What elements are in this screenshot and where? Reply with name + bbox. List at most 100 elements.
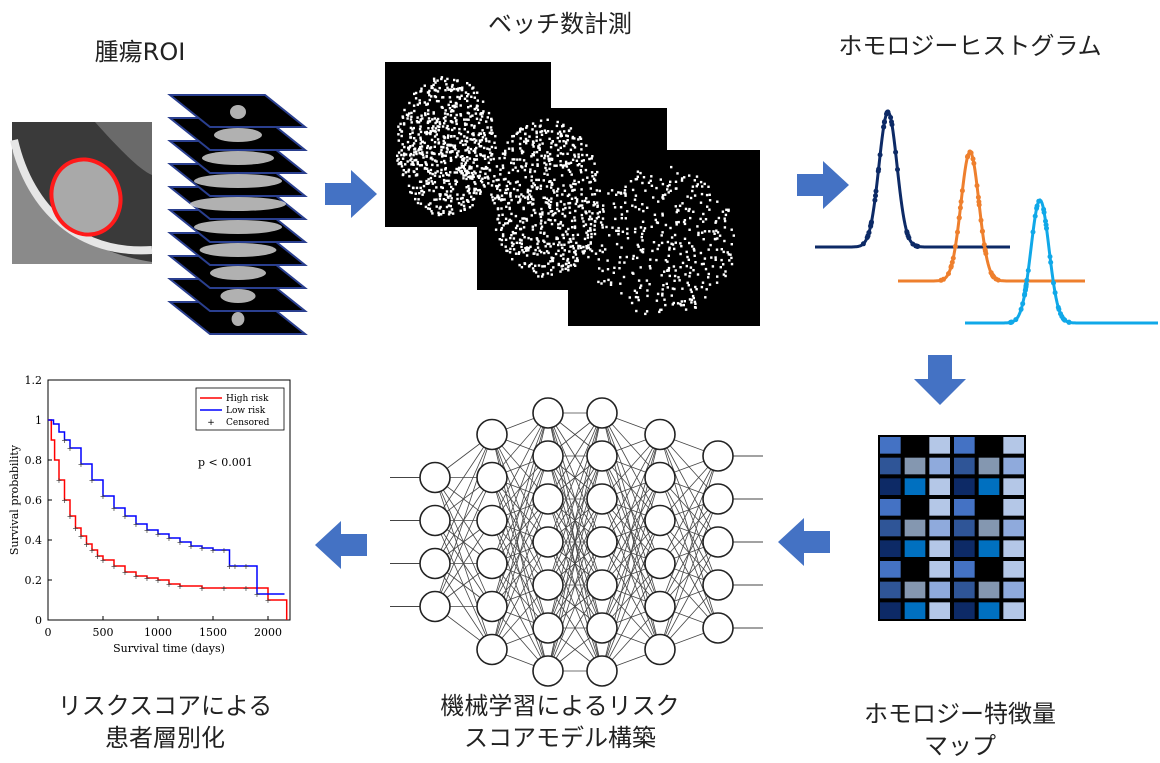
histogram-curve [965, 198, 1158, 325]
censored-mark: + [111, 504, 118, 513]
censored-mark: + [133, 572, 140, 581]
homology-histograms [815, 109, 1158, 325]
censored-mark: + [166, 534, 173, 543]
network-node [644, 504, 676, 537]
homology-feature-map [878, 435, 1026, 621]
feature-cell [978, 457, 1000, 475]
feature-cell [929, 581, 950, 599]
histogram-curve [815, 109, 1010, 249]
censored-mark: + [89, 476, 96, 485]
network-node [532, 569, 564, 601]
censored-mark: + [243, 584, 250, 593]
x-tick-label: 1000 [144, 626, 172, 639]
censored-mark: + [232, 562, 239, 571]
feature-cell [954, 499, 975, 516]
censored-mark: + [100, 556, 107, 565]
feature-cell [904, 581, 926, 599]
feature-cell [904, 437, 926, 454]
network-node [702, 483, 734, 515]
feature-cell [904, 602, 926, 619]
censored-mark: + [155, 530, 162, 539]
feature-cell [880, 499, 901, 516]
x-axis-label: Survival time (days) [113, 642, 225, 655]
censored-mark: + [144, 574, 151, 583]
feature-cell [880, 602, 901, 619]
feature-cell [880, 437, 901, 454]
feature-cell [880, 519, 901, 537]
censored-mark: + [89, 546, 96, 555]
neural-network [390, 397, 763, 687]
network-node [419, 547, 451, 580]
network-node [476, 418, 508, 451]
y-axis-label: Survival probability [8, 444, 21, 555]
censored-mark: + [155, 576, 162, 585]
feature-cell [1003, 519, 1024, 537]
feature-cell [978, 499, 1000, 516]
y-tick-label: 1.2 [25, 374, 43, 387]
feature-cell [954, 561, 975, 578]
network-node [532, 397, 564, 429]
network-node [586, 397, 618, 429]
network-node [586, 483, 618, 515]
censored-mark: + [61, 436, 68, 445]
legend-entry: Censored [226, 418, 270, 428]
feature-map-label: ホモロジー特徴量 マップ [864, 700, 1056, 761]
network-node [532, 483, 564, 515]
betti-image-3 [568, 150, 760, 326]
network-node [476, 547, 508, 580]
network-node [419, 461, 451, 494]
network-node [644, 633, 676, 666]
feature-cell [1003, 540, 1024, 557]
feature-cell [978, 561, 1000, 578]
censored-mark: + [61, 496, 68, 505]
arrow-down [914, 355, 966, 405]
censored-mark: + [177, 582, 184, 591]
arrow-right-1 [325, 170, 377, 218]
feature-cell [929, 499, 950, 516]
network-node [586, 526, 618, 558]
betti-images [385, 62, 760, 326]
censored-mark: + [78, 460, 85, 469]
network-node [702, 569, 734, 601]
censored-mark: + [144, 526, 151, 535]
network-node [532, 655, 564, 687]
feature-cell [1003, 561, 1024, 578]
p-value-annotation: p < 0.001 [198, 456, 253, 469]
network-node [532, 440, 564, 472]
ct-slice [167, 94, 308, 128]
y-tick-label: 0.4 [25, 534, 43, 547]
network-node [476, 461, 508, 494]
feature-cell [904, 540, 926, 557]
censored-mark: + [100, 492, 107, 501]
slice-stack [167, 94, 308, 335]
feature-cell [954, 478, 975, 495]
feature-cell [929, 457, 950, 475]
censored-mark: + [67, 444, 74, 453]
network-node [419, 504, 451, 537]
network-node [586, 440, 618, 472]
network-node [476, 590, 508, 623]
feature-cell [904, 519, 926, 537]
feature-cell [904, 457, 926, 475]
feature-cell [978, 540, 1000, 557]
feature-cell [880, 540, 901, 557]
y-tick-label: 0.2 [25, 574, 43, 587]
feature-cell [929, 561, 950, 578]
feature-cell [929, 437, 950, 454]
censored-mark: + [133, 520, 140, 529]
feature-cell [954, 457, 975, 475]
feature-cell [954, 437, 975, 454]
censored-mark: + [94, 552, 101, 561]
network-node [644, 547, 676, 580]
network-node [476, 633, 508, 666]
ml-label: 機械学習によるリスク スコアモデル構築 [440, 692, 680, 753]
legend-entry: Low risk [226, 406, 266, 416]
x-tick-label: 0 [45, 626, 52, 639]
y-tick-label: 0 [35, 614, 42, 627]
arrow-left-1 [778, 518, 830, 566]
censored-mark: + [67, 512, 74, 521]
feature-cell [978, 581, 1000, 599]
roi-label: 腫瘍ROI [94, 38, 186, 66]
network-node [644, 590, 676, 623]
y-tick-label: 0.8 [25, 454, 43, 467]
